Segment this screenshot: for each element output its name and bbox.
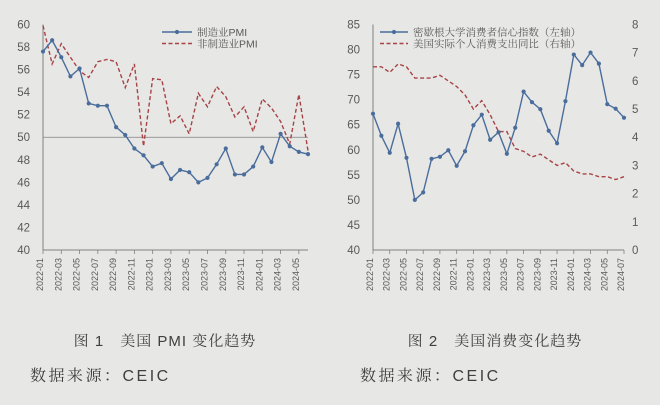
svg-text:2022-05: 2022-05 [398, 258, 408, 291]
svg-text:2023-11: 2023-11 [236, 258, 246, 290]
svg-text:8: 8 [632, 20, 638, 32]
svg-text:密歇根大学消费者信心指数（左轴）: 密歇根大学消费者信心指数（左轴） [413, 26, 581, 39]
svg-text:2022-11: 2022-11 [126, 258, 136, 290]
svg-text:2022-03: 2022-03 [382, 258, 392, 291]
svg-text:48: 48 [17, 155, 30, 167]
svg-text:2023-09: 2023-09 [218, 258, 228, 291]
svg-text:0: 0 [632, 245, 638, 257]
svg-text:85: 85 [347, 20, 360, 32]
svg-text:2022-03: 2022-03 [53, 258, 63, 291]
svg-text:2023-05: 2023-05 [499, 258, 509, 291]
svg-text:50: 50 [347, 195, 360, 207]
svg-text:40: 40 [347, 245, 360, 257]
svg-text:2022-11: 2022-11 [449, 258, 459, 290]
svg-text:2022-07: 2022-07 [415, 258, 425, 291]
svg-text:54: 54 [17, 87, 30, 99]
svg-text:2024-01: 2024-01 [566, 258, 576, 291]
svg-text:制造业PMI: 制造业PMI [197, 27, 247, 39]
svg-text:55: 55 [347, 170, 360, 182]
svg-text:46: 46 [17, 177, 30, 189]
svg-text:2024-07: 2024-07 [616, 258, 626, 291]
svg-text:60: 60 [17, 20, 30, 32]
svg-text:2022-01: 2022-01 [365, 258, 375, 291]
svg-text:45: 45 [347, 220, 360, 232]
svg-text:5: 5 [632, 104, 638, 116]
svg-text:2023-07: 2023-07 [516, 258, 526, 291]
svg-text:3: 3 [632, 160, 638, 172]
svg-text:52: 52 [17, 110, 30, 122]
svg-text:2024-05: 2024-05 [599, 258, 609, 291]
svg-text:2022-07: 2022-07 [90, 258, 100, 291]
svg-text:2023-05: 2023-05 [181, 258, 191, 291]
svg-text:58: 58 [17, 42, 30, 54]
svg-text:2022-01: 2022-01 [35, 258, 45, 291]
svg-text:2022-05: 2022-05 [72, 258, 82, 291]
svg-text:2022-09: 2022-09 [432, 258, 442, 291]
svg-text:56: 56 [17, 65, 30, 77]
svg-text:2024-01: 2024-01 [254, 258, 264, 291]
svg-text:2024-05: 2024-05 [291, 258, 301, 291]
svg-text:2023-09: 2023-09 [532, 258, 542, 291]
svg-text:非制造业PMI: 非制造业PMI [197, 39, 258, 51]
svg-text:2: 2 [632, 189, 638, 201]
svg-text:2023-07: 2023-07 [199, 258, 209, 291]
svg-text:2024-03: 2024-03 [273, 258, 283, 291]
svg-text:44: 44 [17, 200, 30, 212]
svg-text:40: 40 [17, 245, 30, 257]
svg-text:2024-03: 2024-03 [583, 258, 593, 291]
svg-text:42: 42 [17, 222, 30, 234]
svg-text:4: 4 [632, 132, 639, 144]
svg-text:70: 70 [347, 95, 360, 107]
svg-text:2023-03: 2023-03 [482, 258, 492, 291]
svg-text:2023-01: 2023-01 [145, 258, 155, 291]
svg-text:7: 7 [632, 48, 638, 60]
svg-text:80: 80 [347, 45, 360, 57]
svg-text:2023-11: 2023-11 [549, 258, 559, 290]
svg-text:2023-01: 2023-01 [465, 258, 475, 291]
svg-text:50: 50 [17, 132, 30, 144]
svg-text:65: 65 [347, 120, 360, 132]
svg-text:1: 1 [632, 217, 638, 229]
svg-text:6: 6 [632, 76, 638, 88]
svg-text:2023-03: 2023-03 [163, 258, 173, 291]
svg-text:美国实际个人消费支出同比（右轴）: 美国实际个人消费支出同比（右轴） [413, 39, 581, 51]
svg-text:60: 60 [347, 145, 360, 157]
svg-text:2022-09: 2022-09 [108, 258, 118, 291]
svg-text:75: 75 [347, 70, 360, 82]
